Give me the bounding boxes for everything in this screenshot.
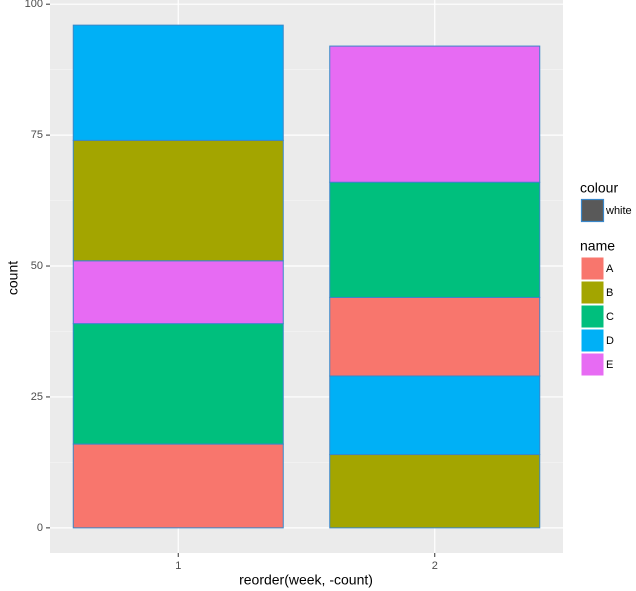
bar-segment: [329, 296, 541, 377]
y-axis-title: count: [5, 261, 21, 295]
y-tick-label: 75: [31, 129, 43, 141]
legend-key: [580, 280, 605, 305]
legend-label: white: [605, 205, 632, 217]
legend-key: [580, 256, 605, 281]
legend-key: [580, 198, 605, 223]
y-tick-label: 50: [31, 260, 43, 272]
x-tick-label: 2: [432, 560, 438, 572]
y-tick-label: 25: [31, 391, 43, 403]
bar-segment: [329, 454, 541, 529]
y-tick-label: 0: [37, 522, 43, 534]
legend-key: [580, 304, 605, 329]
legend-label: A: [606, 263, 614, 275]
bar-segment: [329, 45, 541, 183]
legend-title: colour: [580, 180, 618, 196]
legend-label: C: [606, 311, 614, 323]
bar-segment: [72, 139, 284, 262]
bar-segment: [329, 375, 541, 456]
legend-key: [580, 352, 605, 377]
bar-segment: [72, 24, 284, 141]
bar-segment: [72, 443, 284, 529]
bar-segment: [72, 260, 284, 325]
x-tick-label: 1: [175, 560, 181, 572]
legend-label: E: [606, 359, 613, 371]
bar-segment: [72, 323, 284, 445]
legend-title: name: [580, 238, 615, 254]
y-tick-label: 100: [25, 0, 43, 10]
x-axis-title: reorder(week, -count): [239, 572, 373, 588]
legend-label: B: [606, 287, 613, 299]
legend-label: D: [606, 335, 614, 347]
legend-key: [580, 328, 605, 353]
bar-segment: [329, 181, 541, 298]
